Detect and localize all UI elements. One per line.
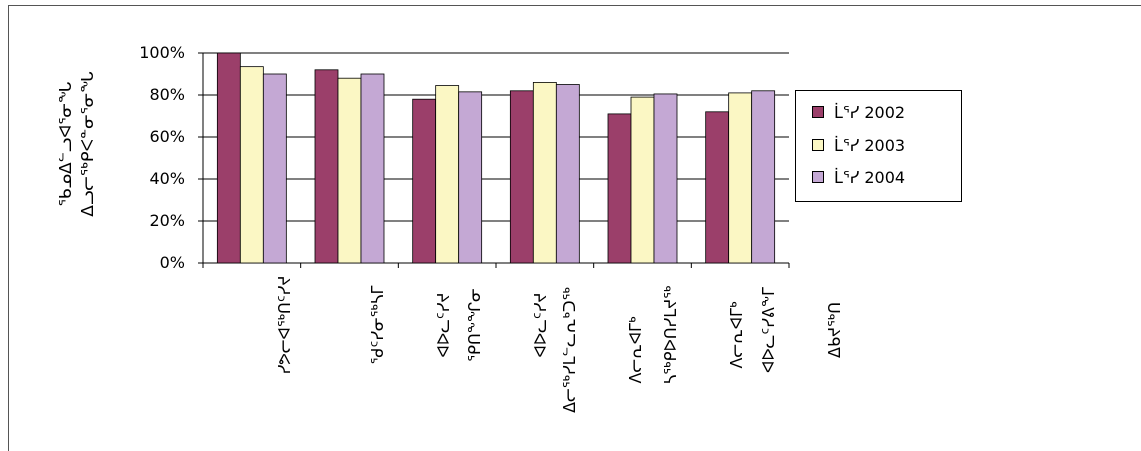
legend-swatch-2004 — [812, 171, 824, 183]
y-tick-label: 20% — [149, 211, 185, 230]
category-label-2-line-1: ᖁᑦᓯᓂᖅᓴᒥ — [368, 285, 387, 365]
legend-item-2004: ᒫᕐᓯ 2004 — [812, 166, 905, 188]
bar — [360, 73, 385, 264]
bar — [653, 93, 678, 264]
legend-label-2002: ᒫᕐᓯ 2002 — [834, 102, 906, 122]
category-label-3-line-1: ᕿᑎᖕᖏᓂ — [465, 288, 484, 362]
bar — [458, 91, 483, 264]
bar — [607, 113, 632, 264]
bar — [705, 111, 730, 264]
legend-label-2004: ᒫᕐᓯ 2004 — [834, 167, 906, 187]
legend-item-2003: ᒫᕐᓯ 2003 — [812, 134, 905, 156]
bar — [630, 96, 655, 264]
category-label-3: ᕿᑎᖕᖏᓂ ᐊᐅᓚᑦᓯᔪ — [420, 250, 550, 400]
category-label-1: ᓯᕗᓕᐊᖅᑎᑦᓯᔪ — [230, 250, 294, 400]
category-label-6-line-1: ᐊᐅᓚᑦᓯᕕᖕᒥ — [759, 287, 778, 373]
legend-item-2002: ᒫᕐᓯ 2002 — [812, 101, 905, 123]
category-label-6: ᐊᐅᓚᑦᓯᕕᖕᒥ ᐃᑲᔪᖅᑎ — [714, 255, 844, 405]
y-tick-label: 40% — [149, 169, 185, 188]
category-label-4: ᐃᓕᖅᓯᒪᓪᓚᕆᒃᑐᖅ ᐱᓕᕆᐊᒥᒃ — [515, 255, 645, 445]
legend-swatch-2002 — [812, 106, 824, 118]
bar — [314, 69, 339, 264]
y-tick-label: 0% — [159, 253, 185, 272]
bar — [728, 92, 753, 264]
y-tick-label: 100% — [139, 43, 185, 62]
y-tick-label: 80% — [149, 85, 185, 104]
bar — [216, 52, 241, 264]
category-label-2: ᖁᑦᓯᓂᖅᓴᒥ ᐊᐅᓚᑦᓯᔪ — [323, 250, 453, 400]
y-tick-label: 60% — [149, 127, 185, 146]
bar — [262, 73, 287, 264]
bar — [239, 66, 264, 264]
legend-label-2003: ᒫᕐᓯ 2003 — [834, 135, 906, 155]
category-label-6-line-2: ᐃᑲᔪᖅᑎ — [825, 302, 844, 358]
frame-top-border — [8, 5, 1141, 6]
bar — [337, 77, 362, 264]
legend-swatch-2003 — [812, 139, 824, 151]
bar — [555, 84, 580, 264]
category-label-5: ᓴᖅᑭᐅᑎᓯᒪᔪᖅ ᐱᓕᕆᐊᒥᒃ — [616, 255, 746, 415]
bar — [751, 90, 776, 264]
bar — [412, 98, 437, 264]
chart-legend: ᒫᕐᓯ 2002 ᒫᕐᓯ 2003 ᒫᕐᓯ 2004 — [795, 90, 962, 202]
bar — [532, 82, 557, 264]
category-label-4-line-1: ᐃᓕᖅᓯᒪᓪᓚᕆᒃᑐᖅ — [560, 287, 579, 413]
bar — [435, 85, 460, 264]
frame-left-border — [8, 5, 9, 451]
category-label-1-line-1: ᓯᕗᓕᐊᖅᑎᑦᓯᔪ — [275, 275, 294, 375]
bar — [509, 90, 534, 264]
category-label-5-line-1: ᓴᖅᑭᐅᑎᓯᒪᔪᖅ — [661, 285, 680, 385]
